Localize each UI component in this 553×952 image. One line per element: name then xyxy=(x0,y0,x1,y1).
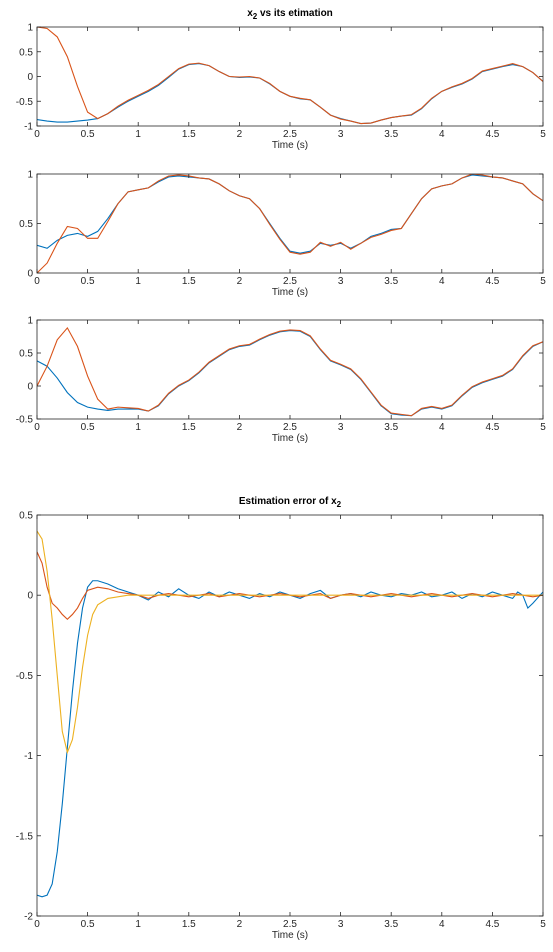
y-tick-label: -1.5 xyxy=(16,831,34,842)
x-tick-label: 4.5 xyxy=(485,422,499,433)
series-line-2 xyxy=(37,326,543,417)
chart-panel-2: 0 0.5 1 1.5 2 2.5 3 3.5 4 4.5 5 0 0.5 1 Time (s) xyxy=(19,170,546,299)
x-tick-label: 3.5 xyxy=(384,422,398,433)
chart-title: Estimation error of x2 xyxy=(239,496,342,509)
x-tick-label: 1.5 xyxy=(182,129,196,140)
x-tick-label: 0.5 xyxy=(81,422,95,433)
x-axis-label: Time (s) xyxy=(272,433,308,444)
x-tick-label: 4.5 xyxy=(485,276,499,287)
x-tick-label: 1 xyxy=(135,422,141,433)
x-tick-label: 3.5 xyxy=(384,276,398,287)
x-tick-label: 1.5 xyxy=(182,276,196,287)
series-line-2 xyxy=(37,27,543,125)
plot-frame xyxy=(36,173,544,274)
y-tick-label: 1 xyxy=(27,170,33,181)
x-tick-label: 2 xyxy=(237,129,243,140)
y-tick-label: 0 xyxy=(27,72,33,83)
x-tick-label: 3.5 xyxy=(384,129,398,140)
series-line-2 xyxy=(37,174,543,273)
y-tick-label: 0.5 xyxy=(19,219,33,230)
y-tick-label: 1 xyxy=(27,316,33,327)
series-line-1 xyxy=(37,330,543,417)
x-tick-label: 1.5 xyxy=(182,422,196,433)
x-axis-label: Time (s) xyxy=(272,287,308,298)
series-line-2 xyxy=(37,551,543,621)
plot-frame xyxy=(36,26,544,127)
x-tick-label: 0 xyxy=(34,919,40,930)
x-tick-label: 5 xyxy=(540,919,546,930)
x-tick-label: 2.5 xyxy=(283,422,297,433)
y-tick-label: -1 xyxy=(24,751,33,762)
plot-frame xyxy=(36,319,544,420)
chart-title: x2 vs its etimation xyxy=(247,8,333,21)
y-tick-label: -2 xyxy=(24,912,33,923)
x-tick-label: 1 xyxy=(135,129,141,140)
x-tick-label: 2 xyxy=(237,919,243,930)
x-tick-label: 5 xyxy=(540,422,546,433)
chart-panel-1: 0 0.5 1 1.5 2 2.5 3 3.5 4 4.5 5 -1 -0.5 0 0.5 1 Time (s)… xyxy=(16,8,546,151)
x-tick-label: 4 xyxy=(439,276,445,287)
series-line-1 xyxy=(37,63,543,125)
x-tick-label: 3.5 xyxy=(384,919,398,930)
x-tick-label: 2.5 xyxy=(283,129,297,140)
x-tick-label: 0 xyxy=(34,129,40,140)
x-tick-label: 4.5 xyxy=(485,129,499,140)
y-tick-label: -0.5 xyxy=(16,415,34,426)
x-tick-label: 3 xyxy=(338,919,344,930)
x-tick-label: 3 xyxy=(338,129,344,140)
x-axis-label: Time (s) xyxy=(272,930,308,941)
x-tick-label: 0.5 xyxy=(81,276,95,287)
chart-panel-4: 0 0.5 1 1.5 2 2.5 3 3.5 4 4.5 5 -2 -1.5 -1 -0.5 0 0.5 Tim… xyxy=(16,496,546,941)
x-tick-label: 4 xyxy=(439,422,445,433)
x-tick-label: 3 xyxy=(338,422,344,433)
x-tick-label: 0.5 xyxy=(81,129,95,140)
y-tick-label: -0.5 xyxy=(16,671,34,682)
x-tick-label: 1 xyxy=(135,276,141,287)
x-tick-label: 4 xyxy=(439,129,445,140)
y-tick-label: 0 xyxy=(27,591,33,602)
y-tick-label: 0.5 xyxy=(19,47,33,58)
x-tick-label: 3 xyxy=(338,276,344,287)
y-tick-label: 1 xyxy=(27,23,33,34)
y-tick-label: 0 xyxy=(27,269,33,280)
x-tick-label: 5 xyxy=(540,129,546,140)
series-line-1 xyxy=(37,580,543,898)
x-tick-label: 0.5 xyxy=(81,919,95,930)
x-tick-label: 4 xyxy=(439,919,445,930)
x-tick-label: 2 xyxy=(237,276,243,287)
x-tick-label: 1.5 xyxy=(182,919,196,930)
x-tick-label: 0 xyxy=(34,276,40,287)
x-tick-label: 2.5 xyxy=(283,276,297,287)
y-tick-label: -1 xyxy=(24,122,33,133)
x-tick-label: 0 xyxy=(34,422,40,433)
x-tick-label: 2.5 xyxy=(283,919,297,930)
y-tick-label: 0 xyxy=(27,382,33,393)
plot-frame xyxy=(36,514,544,917)
x-tick-label: 1 xyxy=(135,919,141,930)
y-tick-label: 0.5 xyxy=(19,349,33,360)
x-tick-label: 5 xyxy=(540,276,546,287)
series-line-1 xyxy=(37,174,543,254)
y-tick-label: -0.5 xyxy=(16,97,34,108)
series-line-3 xyxy=(37,530,543,755)
x-axis-label: Time (s) xyxy=(272,140,308,151)
x-tick-label: 4.5 xyxy=(485,919,499,930)
x-tick-label: 2 xyxy=(237,422,243,433)
y-tick-label: 0.5 xyxy=(19,511,33,522)
